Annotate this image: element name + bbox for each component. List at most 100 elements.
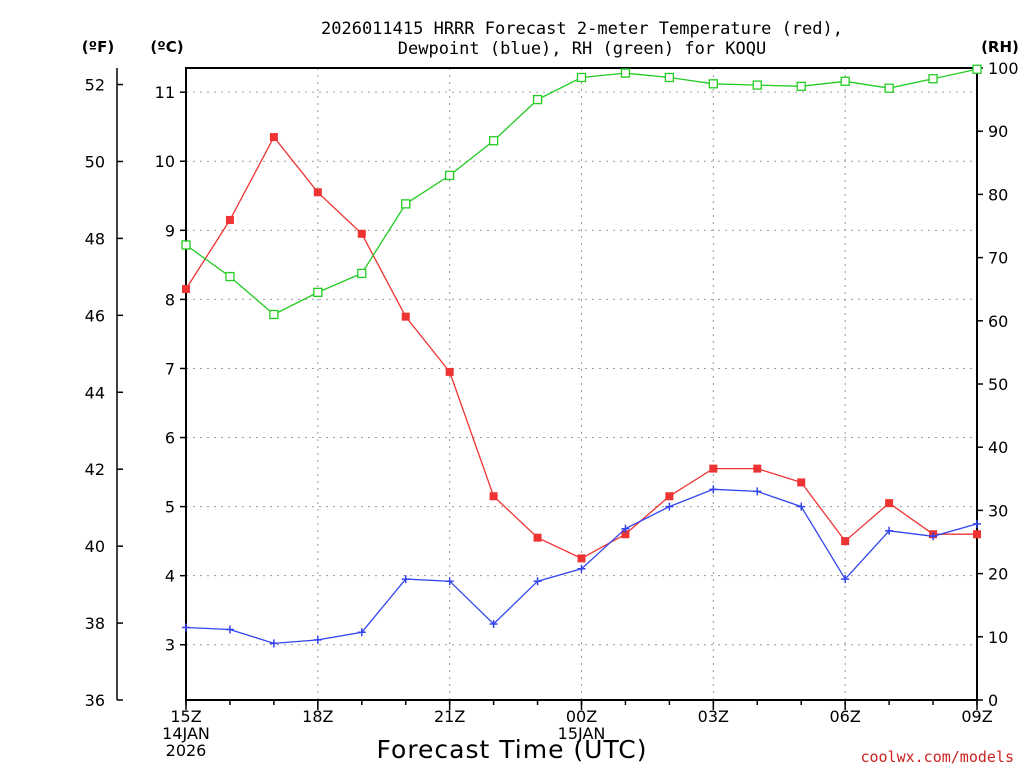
x-tick-label: 21Z [434, 707, 465, 726]
rh-tick-label: 10 [988, 628, 1008, 647]
fahrenheit-tick-label: 40 [85, 537, 105, 556]
celsius-tick-label: 8 [165, 290, 175, 309]
celsius-axis-unit: (ºC) [150, 38, 183, 56]
dewpoint-point [225, 625, 234, 634]
fahrenheit-tick-label: 48 [85, 229, 105, 248]
grid-lines [186, 68, 977, 700]
temperature-point [753, 464, 762, 473]
rh-tick-label: 60 [988, 312, 1008, 331]
celsius-tick-label: 5 [165, 498, 175, 517]
temperature-point [577, 554, 586, 563]
axes: 36 38 40 42 44 46 48 50 52 3 4 5 6 7 8 9 10 11 0 10 20 30 40 50… [85, 59, 1019, 760]
rh-point [840, 76, 850, 86]
temperature-point [313, 188, 322, 197]
rh-tick-label: 30 [988, 501, 1008, 520]
dewpoint-point [401, 575, 410, 584]
dewpoint-point [709, 485, 718, 494]
x-axis-title: Forecast Time (UTC) [377, 735, 648, 764]
x-tick-label: 15JAN [558, 724, 606, 743]
dewpoint-point [665, 502, 674, 511]
x-tick-label: 15Z [170, 707, 201, 726]
temperature-point [621, 530, 630, 539]
rh-tick-label: 0 [988, 691, 998, 710]
rh-tick-label: 80 [988, 185, 1008, 204]
x-tick-label: 06Z [830, 707, 861, 726]
data-series [181, 64, 982, 648]
dewpoint-point [929, 532, 938, 541]
dewpoint-point [973, 519, 981, 528]
x-tick-label: 09Z [961, 707, 992, 726]
x-tick-label: 03Z [698, 707, 729, 726]
fahrenheit-tick-label: 42 [85, 460, 105, 479]
dewpoint-point [182, 623, 190, 632]
rh-point [576, 72, 587, 83]
temperature-point [401, 312, 410, 321]
dewpoint-point [269, 639, 278, 648]
dewpoint-point [753, 487, 762, 496]
x-tick-label: 18Z [302, 707, 333, 726]
x-tick-label: 2026 [166, 741, 207, 760]
celsius-tick-label: 11 [155, 83, 175, 102]
rh-point [488, 136, 499, 146]
dewpoint-point [357, 628, 366, 637]
rh-axis-unit: (RH) [981, 38, 1019, 56]
chart-title-line-2: Dewpoint (blue), RH (green) for KOQU [398, 39, 766, 59]
dewpoint-point [797, 502, 806, 511]
dewpoint-point [577, 564, 586, 573]
fahrenheit-tick-label: 50 [85, 152, 105, 171]
rh-point [225, 271, 235, 282]
rh-point [401, 199, 411, 209]
dewpoint-point [533, 577, 542, 586]
temperature-point [225, 215, 234, 224]
temperature-point [709, 464, 718, 473]
rh-point [884, 83, 894, 93]
rh-point [445, 170, 455, 181]
fahrenheit-tick-label: 44 [85, 383, 105, 402]
temperature-point [885, 499, 894, 508]
dewpoint-point [445, 577, 454, 586]
dewpoint-point [621, 524, 630, 533]
rh-tick-label: 90 [988, 122, 1008, 141]
rh-point [972, 64, 982, 74]
temperature-point [841, 537, 850, 546]
rh-point [269, 309, 279, 320]
temperature-point [489, 492, 498, 501]
fahrenheit-axis-unit: (ºF) [82, 38, 114, 56]
rh-point [532, 94, 543, 105]
rh-point [664, 72, 675, 83]
temperature-point [445, 367, 454, 376]
rh-point [752, 80, 762, 90]
rh-point [313, 287, 323, 298]
rh-point [708, 79, 718, 89]
temperature-point [182, 285, 190, 294]
rh-point [181, 240, 191, 250]
x-tick-label: 14JAN [162, 724, 210, 743]
chart-title-line-1: 2026011415 HRRR Forecast 2-meter Tempera… [321, 19, 843, 39]
rh-point [357, 268, 367, 279]
temperature-point [973, 530, 981, 539]
fahrenheit-tick-label: 38 [85, 614, 105, 633]
fahrenheit-tick-label: 46 [85, 306, 105, 325]
rh-tick-label: 100 [988, 59, 1019, 78]
celsius-tick-label: 7 [165, 359, 175, 378]
rh-tick-label: 20 [988, 565, 1008, 584]
temperature-point [269, 133, 278, 142]
fahrenheit-tick-label: 52 [85, 76, 105, 95]
rh-tick-label: 50 [988, 375, 1008, 394]
temperature-point [357, 229, 366, 238]
temperature-point [533, 533, 542, 542]
rh-tick-label: 40 [988, 438, 1008, 457]
celsius-tick-label: 3 [165, 636, 175, 655]
dewpoint-point [841, 575, 850, 584]
temperature-point [665, 492, 674, 501]
celsius-tick-label: 10 [155, 152, 175, 171]
rh-point [620, 68, 631, 78]
rh-line [185, 68, 978, 316]
dewpoint-point [313, 635, 322, 644]
celsius-tick-label: 9 [165, 221, 175, 240]
rh-point [796, 81, 806, 91]
celsius-tick-label: 4 [165, 567, 175, 586]
fahrenheit-tick-label: 36 [85, 691, 105, 710]
temperature-point [797, 478, 806, 487]
